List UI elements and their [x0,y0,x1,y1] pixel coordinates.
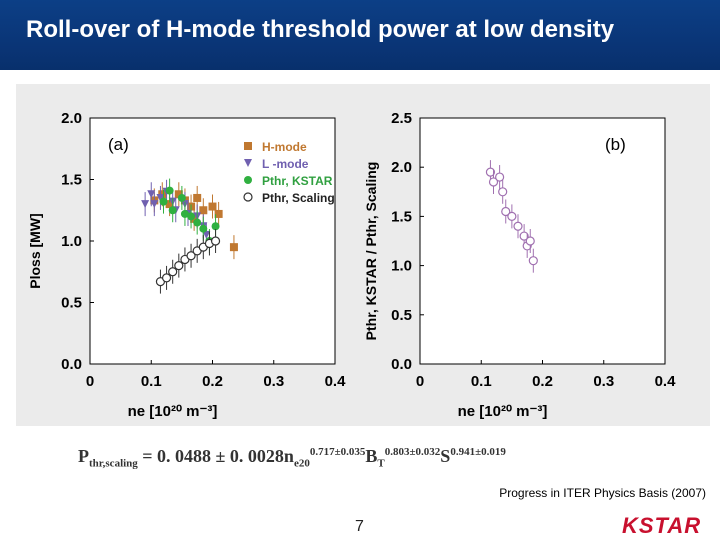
scaling-formula: Pthr,scaling = 0. 0488 ± 0. 0028ne200.71… [78,446,506,470]
panel-b-point [507,211,517,221]
panel-a-point [199,206,208,215]
panel-a-y-axis-label: Ploss [MW] [27,213,43,288]
panel-a-plot-area [89,117,336,365]
formula-s: S [440,446,451,466]
panel-a-x-axis-label: ne [10²⁰ m⁻³] [128,403,218,420]
panel-b-y-tick-label: 0.0 [391,356,412,373]
panel-a-point [174,190,183,199]
panel-b-point [519,231,529,241]
panel-b-y-tick-label: 2.0 [391,159,412,176]
panel-a-label: (a) [108,135,129,154]
panel-a-point [193,193,202,202]
panel-a-point [193,218,202,227]
panel-a-point [177,193,186,202]
slide-title: Roll-over of H-mode threshold power at l… [26,16,615,43]
panel-b-x-tick-label: 0.2 [532,373,553,390]
formula-lhs-subscript: thr,scaling [89,457,138,470]
formula-ne-exponent: 0.717±0.035 [309,446,366,458]
panel-b-y-tick-label: 0.5 [391,307,412,324]
panel-a-point [187,212,196,221]
panel-a-legend-marker [244,159,252,167]
panel-a-point [174,261,184,271]
panel-a-legend-marker [243,192,253,202]
panel-a-point [147,190,156,199]
panel-b-point [498,187,508,197]
panel-b-point [501,206,511,217]
panel-b-y-axis-label: Pthr, KSTAR / Pthr, Scaling [363,162,379,341]
kstar-logo: KSTAR [622,513,702,538]
panel-b-x-tick-label: 0.3 [593,373,614,390]
panel-b-label: (b) [605,135,626,154]
panel-b-point [485,167,496,177]
panel-b-point [495,172,505,182]
formula-s-exponent: 0.941±0.019 [450,446,506,458]
panel-a-point [141,200,150,209]
formula-lhs: P [78,446,89,466]
panel-b-x-axis-label: ne [10²⁰ m⁻³] [458,403,548,420]
panel-a-legend-marker [244,142,252,150]
panel-a-x-tick-label: 0 [86,373,94,390]
panel-a-legend-marker [244,176,252,184]
panel-b-x-tick-label: 0.4 [655,373,677,390]
panel-a-point [150,200,159,209]
panel-a-point [165,186,174,195]
panel-a-legend-label: Pthr, Scaling [262,191,335,205]
formula-b-exponent: 0.803±0.032 [384,446,441,458]
panel-a-x-tick-label: 0.2 [202,373,223,390]
panel-b-y-tick-label: 2.5 [391,110,412,127]
panel-a-legend-label: L -mode [262,157,309,171]
panel-a-point [208,202,217,211]
panel-a-point [180,209,189,218]
panel-a-y-tick-label: 1.0 [61,233,82,250]
page-number: 7 [355,518,364,535]
panel-b-point [513,221,523,231]
panel-a-point [159,197,168,206]
title-bar: Roll-over of H-mode threshold power at l… [0,0,720,70]
panel-a-point [165,200,174,209]
panel-a-legend-label: H-mode [262,140,307,154]
panel-a-point [161,273,172,283]
panel-a-point [168,267,178,277]
panel-a-point [229,243,238,252]
panel-a-x-tick-label: 0.4 [325,373,347,390]
panel-a-point [214,209,223,218]
panel-a-point [168,206,177,215]
panel-a-point [156,193,165,202]
panel-a-y-tick-label: 2.0 [61,110,82,127]
panel-a-point [199,224,208,233]
panel-a-y-tick-label: 1.5 [61,172,82,189]
panel-b-y-tick-label: 1.0 [391,258,412,275]
panel-a-x-tick-label: 0.3 [263,373,284,390]
panel-a-point [202,230,211,239]
panel-b-x-tick-label: 0.1 [471,373,492,390]
panel-b-y-tick-label: 1.5 [391,208,412,225]
formula-b: B [365,446,378,466]
panel-a-point [186,251,196,261]
panel-b-point [528,256,538,266]
citation: Progress in ITER Physics Basis (2007) [499,486,706,500]
panel-a-point [210,236,221,246]
panel-b-plot-area [419,117,666,365]
formula-ne-subscript: e20 [293,457,310,470]
panel-b-point [488,177,499,187]
panel-b-point [525,236,535,246]
panel-a-x-tick-label: 0.1 [141,373,162,390]
panel-b-x-tick-label: 0 [416,373,424,390]
panel-a-point [211,222,220,231]
panel-a-y-tick-label: 0.5 [61,295,82,312]
panel-a-y-tick-label: 0.0 [61,356,82,373]
panel-a-legend-label: Pthr, KSTAR [262,174,333,188]
formula-equation: = 0. 0488 ± 0. 0028n [137,446,294,466]
formula-b-subscript: T [377,457,385,470]
